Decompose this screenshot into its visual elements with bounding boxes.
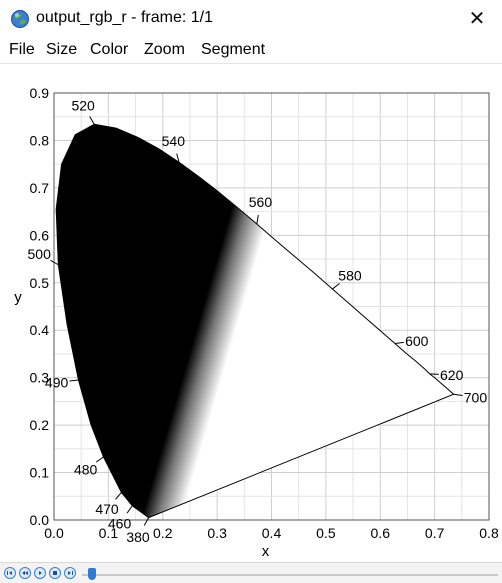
menu-size[interactable]: Size <box>46 41 77 59</box>
wavelength-tick <box>332 284 339 289</box>
menu-file[interactable]: File <box>9 41 35 59</box>
app-globe-icon <box>10 9 30 29</box>
y-tick-label: 0.0 <box>30 512 50 528</box>
title-bar: output_rgb_r - frame: 1/1 ✕ <box>0 0 502 38</box>
y-tick-label: 0.7 <box>30 180 50 196</box>
y-axis-label: y <box>14 289 22 306</box>
menu-bar: File Size Color Zoom Segment <box>0 38 502 64</box>
menu-color[interactable]: Color <box>90 41 128 59</box>
wavelength-label: 470 <box>95 501 119 517</box>
wavelength-label: 480 <box>74 462 98 478</box>
y-tick-label: 0.4 <box>30 322 50 338</box>
close-button[interactable]: ✕ <box>462 5 492 33</box>
wavelength-tick <box>395 342 404 343</box>
wavelength-label: 460 <box>108 516 132 532</box>
x-tick-label: 0.7 <box>425 525 445 541</box>
frame-slider-thumb[interactable] <box>88 568 96 580</box>
wavelength-tick <box>257 215 258 224</box>
y-tick-label: 0.1 <box>30 465 50 481</box>
frame-slider-track[interactable] <box>82 574 498 576</box>
wavelength-tick <box>70 380 79 381</box>
y-tick-label: 0.5 <box>30 275 50 291</box>
player-bar <box>0 562 502 583</box>
wavelength-label: 500 <box>28 246 52 262</box>
y-tick-label: 0.6 <box>30 227 50 243</box>
x-axis-label: x <box>262 543 270 560</box>
skip-start-icon[interactable] <box>4 567 16 579</box>
wavelength-label: 490 <box>45 374 69 390</box>
wavelength-label: 560 <box>249 194 273 210</box>
play-icon[interactable] <box>34 567 46 579</box>
y-tick-label: 0.9 <box>30 85 50 101</box>
wavelength-tick <box>90 117 95 125</box>
x-tick-label: 0.3 <box>207 525 227 541</box>
y-tick-label: 0.2 <box>30 417 50 433</box>
wavelength-tick <box>454 394 463 395</box>
wavelength-label: 620 <box>440 367 464 383</box>
wavelength-label: 700 <box>464 389 488 405</box>
x-tick-label: 0.4 <box>262 525 282 541</box>
spectral-locus <box>56 124 453 517</box>
stop-icon[interactable] <box>49 567 61 579</box>
menu-zoom[interactable]: Zoom <box>144 41 185 59</box>
step-back-icon[interactable] <box>19 567 31 579</box>
y-tick-label: 0.8 <box>30 132 50 148</box>
menu-segment[interactable]: Segment <box>201 41 265 59</box>
x-tick-label: 0.2 <box>153 525 173 541</box>
x-tick-label: 0.8 <box>479 525 499 541</box>
wavelength-tick <box>127 506 132 513</box>
skip-end-icon[interactable] <box>64 567 76 579</box>
x-tick-label: 0.6 <box>371 525 391 541</box>
wavelength-tick <box>144 518 148 526</box>
wavelength-label: 600 <box>405 333 429 349</box>
x-tick-label: 0.5 <box>316 525 336 541</box>
wavelength-label: 540 <box>162 133 186 149</box>
wavelength-label: 520 <box>71 97 95 113</box>
window-title: output_rgb_r - frame: 1/1 <box>36 9 213 27</box>
wavelength-label: 580 <box>338 268 362 284</box>
